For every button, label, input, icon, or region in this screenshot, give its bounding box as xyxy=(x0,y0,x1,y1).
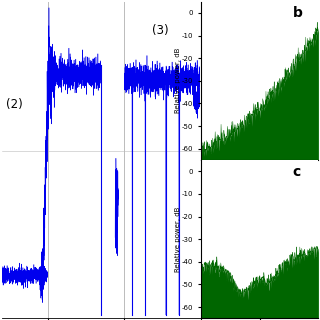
Y-axis label: Relative power, dB: Relative power, dB xyxy=(174,206,180,272)
Text: c: c xyxy=(292,165,301,179)
Y-axis label: Relative power, dB: Relative power, dB xyxy=(174,48,180,114)
Text: (3): (3) xyxy=(152,24,169,37)
Text: b: b xyxy=(292,6,302,20)
Text: (2): (2) xyxy=(6,98,23,111)
